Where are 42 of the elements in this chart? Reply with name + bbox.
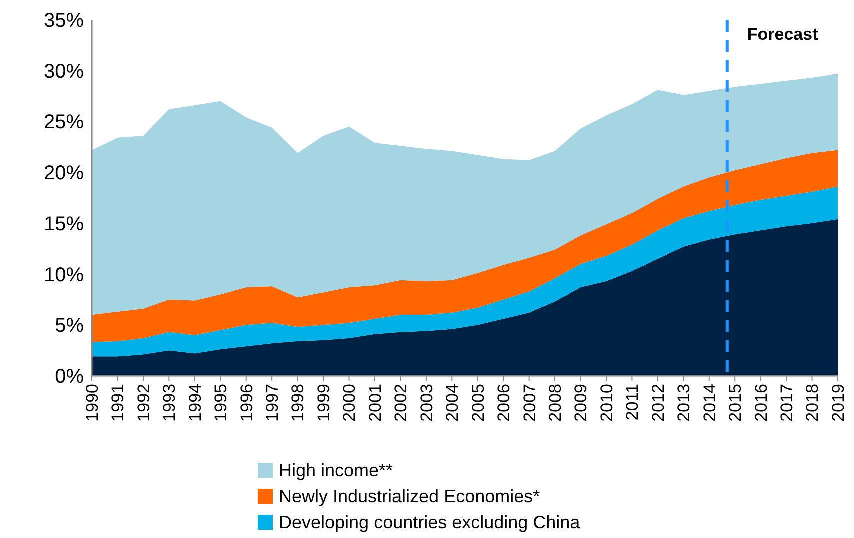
legend-label: High income** — [279, 460, 394, 480]
x-tick-label: 2015 — [726, 384, 746, 422]
x-tick-label: 2010 — [597, 384, 616, 422]
x-tick-label: 2002 — [392, 384, 411, 422]
x-tick-label: 2004 — [443, 384, 462, 422]
y-tick-label: 15% — [44, 213, 84, 236]
x-tick-label: 2013 — [674, 384, 694, 422]
x-tick-label: 1999 — [314, 384, 334, 422]
x-tick-label: 1993 — [160, 384, 180, 422]
x-tick-label: 2003 — [417, 384, 436, 422]
legend-label: Developing countries excluding China — [279, 512, 582, 532]
y-tick-label: 5% — [55, 315, 84, 338]
x-tick-label: 2005 — [468, 384, 488, 422]
x-tick-label: 1994 — [186, 384, 205, 422]
x-tick-label: 1991 — [108, 384, 128, 422]
y-tick-label: 25% — [44, 112, 84, 134]
x-tick-label: 2006 — [494, 384, 514, 422]
x-tick-label: 1995 — [212, 384, 231, 422]
x-tick-label: 2018 — [803, 384, 822, 422]
x-tick-label: 1996 — [237, 384, 256, 422]
y-tick-label: 0% — [55, 366, 84, 388]
x-tick-label: 2014 — [700, 384, 720, 422]
ref-line-label: Forecast — [747, 25, 819, 44]
y-tick-label: 30% — [44, 60, 84, 83]
x-tick-label: 1990 — [82, 384, 102, 422]
x-tick-label: 1998 — [288, 384, 308, 422]
x-tick-label: 2019 — [828, 384, 848, 422]
x-tick-label: 2009 — [572, 384, 591, 422]
x-tick-label: 2007 — [520, 384, 540, 422]
y-tick-label: 20% — [44, 162, 84, 185]
y-tick-label: 10% — [44, 264, 84, 286]
x-tick-label: 2012 — [648, 384, 668, 422]
x-tick-label: 1997 — [263, 384, 282, 422]
legend-label: Newly Industrialized Economies* — [279, 486, 540, 506]
x-tick-label: 2011 — [623, 384, 642, 421]
x-tick-label: 1992 — [134, 384, 154, 422]
x-tick-label: 2001 — [366, 384, 385, 422]
y-tick-label: 35% — [44, 10, 84, 32]
x-tick-label: 2017 — [778, 384, 796, 422]
x-tick-label: 2008 — [546, 384, 565, 422]
x-tick-label: 2000 — [340, 384, 360, 422]
x-tick-label: 2016 — [752, 384, 771, 422]
